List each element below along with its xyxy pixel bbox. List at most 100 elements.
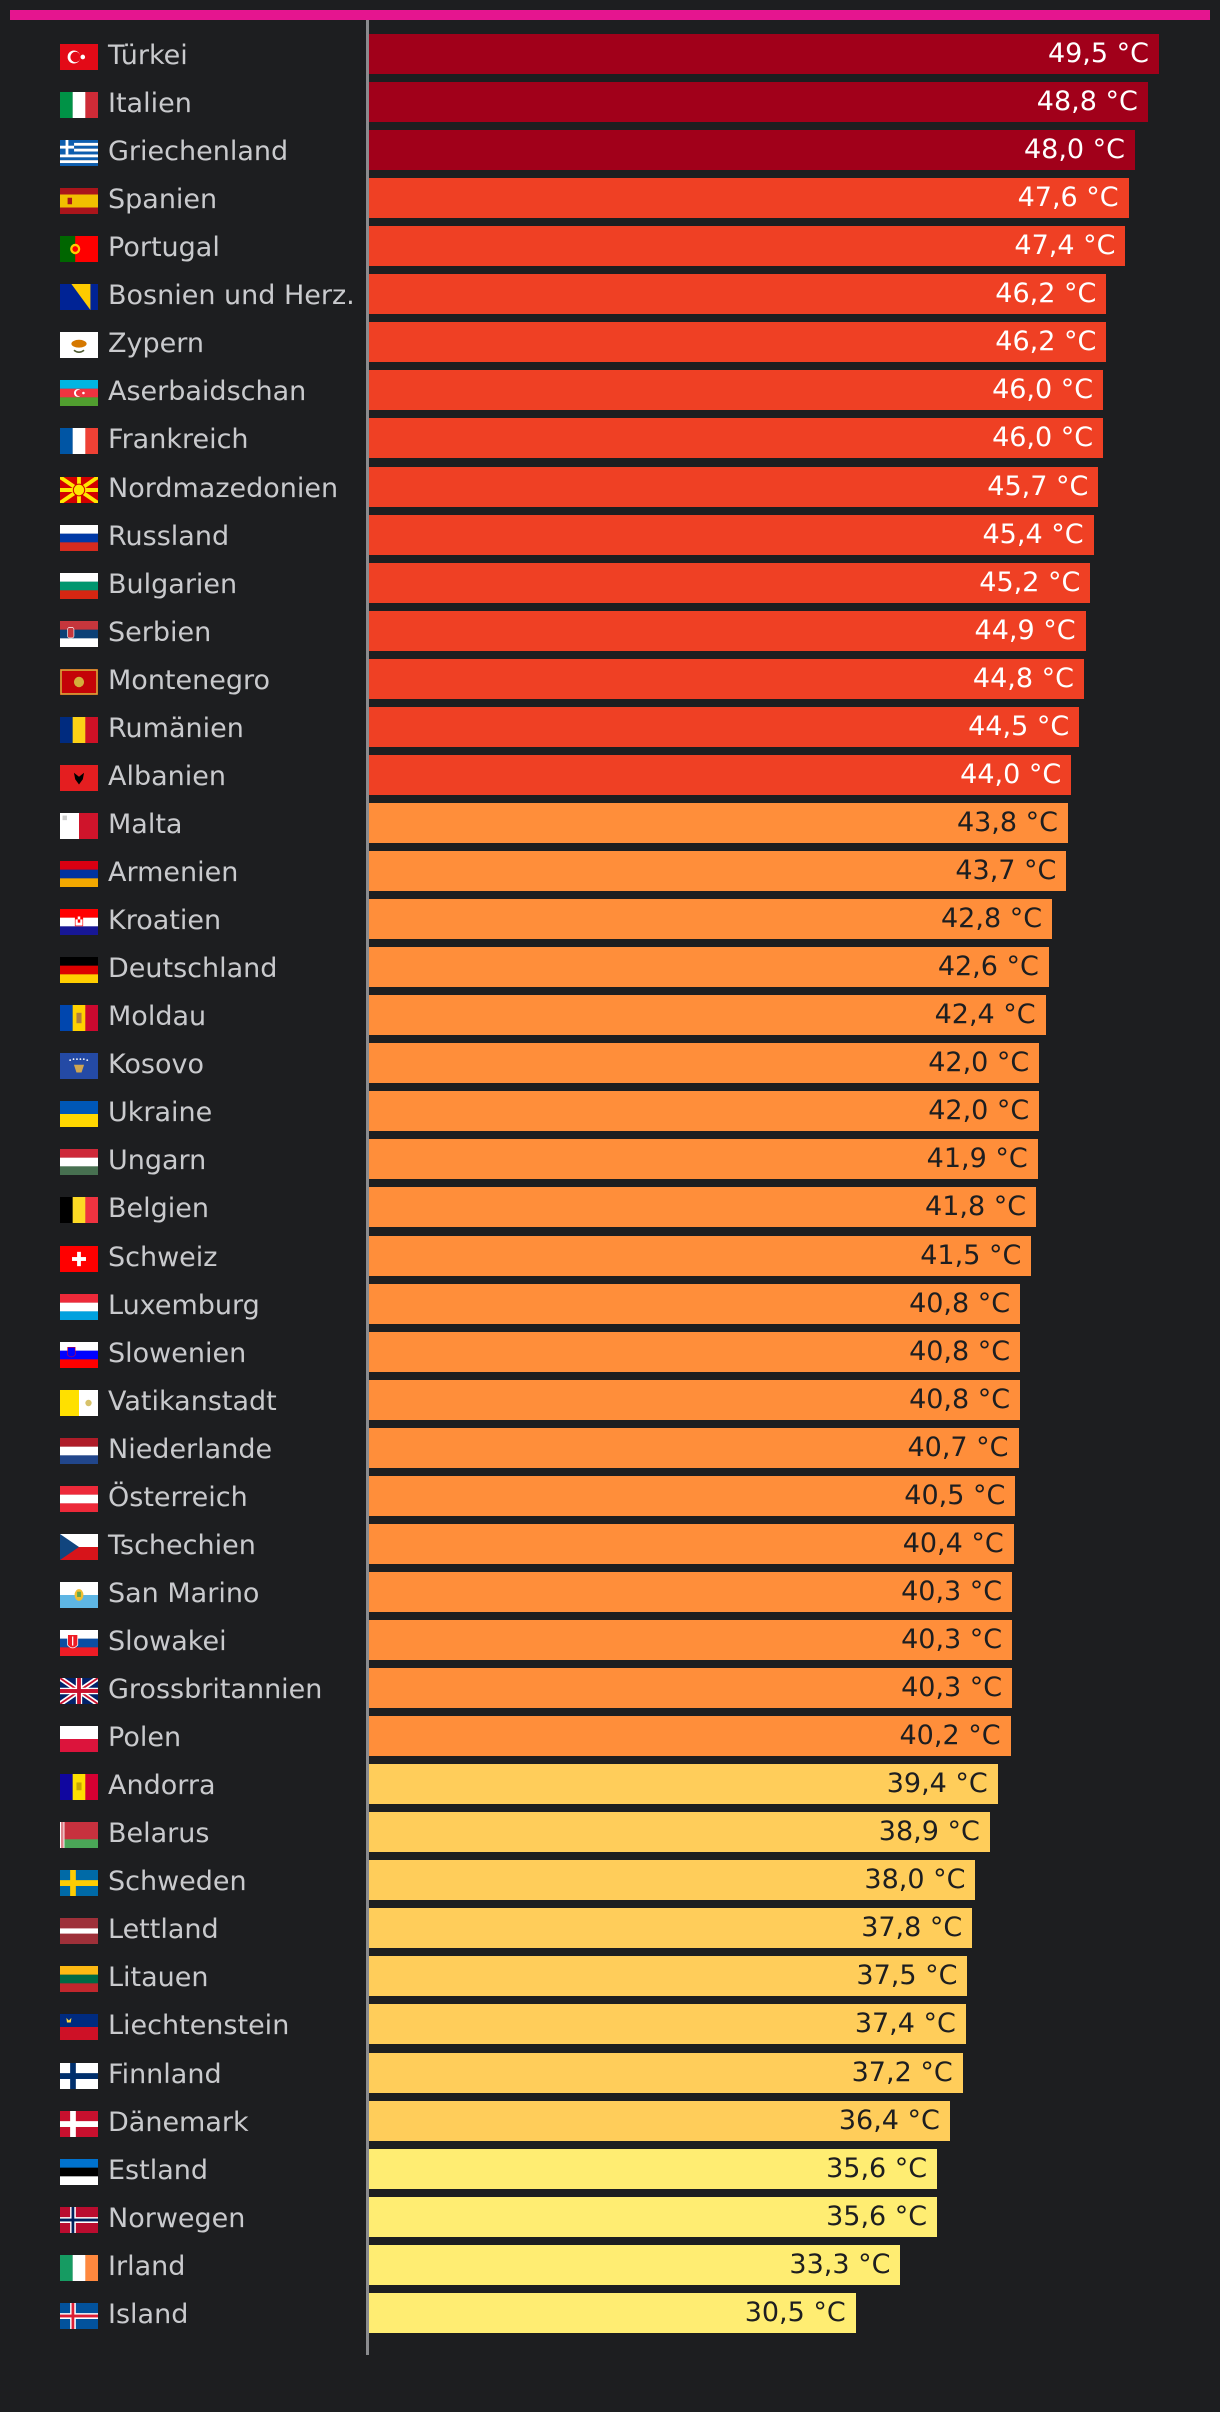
country-label: Slowakei [108, 1625, 227, 1657]
bar: 45,7 °C [369, 466, 1099, 507]
flag-icon-mk [60, 476, 98, 503]
country-label: Luxemburg [108, 1289, 260, 1321]
bar: 40,4 °C [369, 1523, 1014, 1564]
country-label: Dänemark [108, 2106, 249, 2138]
bar-row: San Marino 40,3 °C [0, 1570, 1220, 1618]
flag-icon-va [60, 1389, 98, 1416]
bar-row: Portugal 47,4 °C [0, 224, 1220, 272]
country-label: Serbien [108, 616, 212, 648]
flag-icon-fi [60, 2062, 98, 2089]
flag-icon-az [60, 380, 98, 407]
bar-row: Norwegen 35,6 °C [0, 2195, 1220, 2243]
country-label: Moldau [108, 1001, 207, 1033]
flag-icon-is [60, 2302, 98, 2329]
bar-row: Ukraine 42,0 °C [0, 1089, 1220, 1137]
bar: 40,8 °C [369, 1379, 1021, 1420]
flag-icon-ba [60, 284, 98, 311]
value-label: 42,6 °C [937, 951, 1039, 983]
flag-icon-ad [60, 1774, 98, 1801]
bar-row: Irland 33,3 °C [0, 2243, 1220, 2291]
value-label: 45,2 °C [979, 566, 1081, 598]
value-label: 42,4 °C [934, 999, 1036, 1031]
country-label: Slowenien [108, 1337, 247, 1369]
bar-row: Moldau 42,4 °C [0, 993, 1220, 1041]
country-label: Andorra [108, 1770, 216, 1802]
flag-icon-hr [60, 909, 98, 936]
flag-icon-ro [60, 716, 98, 743]
bar: 47,6 °C [369, 178, 1129, 219]
bar: 48,8 °C [369, 82, 1148, 123]
value-label: 49,5 °C [1047, 38, 1149, 69]
bar: 40,8 °C [369, 1283, 1021, 1324]
country-label: Zypern [108, 328, 204, 360]
country-label: Rumänien [108, 712, 244, 744]
bar-row: Finnland 37,2 °C [0, 2051, 1220, 2099]
bar: 40,7 °C [369, 1427, 1019, 1468]
value-label: 40,3 °C [901, 1623, 1003, 1655]
country-label: Liechtenstein [108, 2010, 290, 2042]
bar: 40,3 °C [369, 1619, 1013, 1660]
value-label: 37,5 °C [856, 1960, 958, 1992]
bar: 44,8 °C [369, 658, 1084, 699]
flag-icon-tr [60, 44, 98, 70]
bar-row: Bulgarien 45,2 °C [0, 561, 1220, 609]
flag-icon-si [60, 1341, 98, 1368]
flag-icon-li [60, 2014, 98, 2041]
bar-row: Slowakei 40,3 °C [0, 1618, 1220, 1666]
flag-icon-be [60, 1197, 98, 1224]
country-label: Armenien [108, 857, 239, 889]
flag-icon-gb [60, 1678, 98, 1705]
value-label: 40,3 °C [901, 1575, 1003, 1607]
flag-icon-xk [60, 1053, 98, 1080]
bar-row: Dänemark 36,4 °C [0, 2099, 1220, 2147]
bar-row: Griechenland 48,0 °C [0, 128, 1220, 176]
accent-bar [10, 10, 1210, 20]
flag-icon-pt [60, 236, 98, 263]
country-label: Griechenland [108, 136, 289, 168]
country-label: Aserbaidschan [108, 376, 307, 408]
value-label: 44,0 °C [960, 758, 1062, 790]
bar-row: Ungarn 41,9 °C [0, 1137, 1220, 1185]
value-label: 44,9 °C [974, 614, 1076, 646]
flag-icon-gr [60, 140, 98, 167]
bar: 41,8 °C [369, 1187, 1037, 1228]
bar-row: Lettland 37,8 °C [0, 1906, 1220, 1954]
country-label: Schweiz [108, 1241, 218, 1273]
flag-icon-ua [60, 1101, 98, 1128]
country-label: Lettland [108, 1914, 219, 1946]
value-label: 37,8 °C [861, 1912, 963, 1944]
value-label: 47,4 °C [1014, 230, 1116, 262]
country-label: Norwegen [108, 2202, 246, 2234]
bar: 41,9 °C [369, 1139, 1038, 1180]
bar-row: Bosnien und Herz. 46,2 °C [0, 272, 1220, 320]
value-label: 40,2 °C [899, 1720, 1001, 1752]
flag-icon-rs [60, 620, 98, 647]
flag-icon-lt [60, 1966, 98, 1993]
bar: 48,0 °C [369, 130, 1136, 171]
country-label: Tschechien [108, 1529, 256, 1561]
bar: 30,5 °C [369, 2292, 856, 2333]
bar: 38,0 °C [369, 1860, 976, 1901]
flag-icon-sm [60, 1581, 98, 1608]
value-label: 43,7 °C [955, 855, 1057, 887]
value-label: 37,4 °C [854, 2008, 956, 2040]
flag-icon-at [60, 1485, 98, 1512]
bar: 40,3 °C [369, 1668, 1013, 1709]
bar-row: Slowenien 40,8 °C [0, 1330, 1220, 1378]
bar: 46,0 °C [369, 418, 1104, 459]
value-label: 48,8 °C [1036, 86, 1138, 118]
bar-row: Armenien 43,7 °C [0, 849, 1220, 897]
value-label: 45,7 °C [987, 470, 1089, 502]
bar-row: Estland 35,6 °C [0, 2147, 1220, 2195]
bar-row: Luxemburg 40,8 °C [0, 1282, 1220, 1330]
country-label: Estland [108, 2154, 209, 2186]
flag-icon-am [60, 861, 98, 888]
flag-icon-mt [60, 812, 98, 839]
flag-icon-by [60, 1822, 98, 1849]
bar: 41,5 °C [369, 1235, 1032, 1276]
flag-icon-nl [60, 1437, 98, 1464]
country-label: Litauen [108, 1962, 209, 1994]
country-label: Bulgarien [108, 568, 238, 600]
bar-row: Zypern 46,2 °C [0, 320, 1220, 368]
